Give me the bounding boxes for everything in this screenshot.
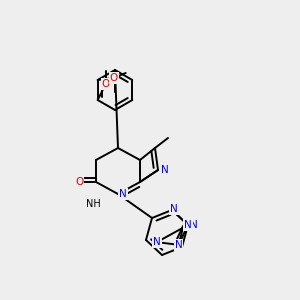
Text: O: O xyxy=(102,79,110,89)
Text: N: N xyxy=(119,189,127,199)
Text: N: N xyxy=(184,220,192,230)
Text: N: N xyxy=(190,220,198,230)
Text: N: N xyxy=(170,204,178,214)
Text: O: O xyxy=(75,177,83,187)
Text: N: N xyxy=(153,237,161,247)
Text: N: N xyxy=(175,240,183,250)
Text: N: N xyxy=(161,165,169,175)
Text: O: O xyxy=(110,73,118,83)
Text: NH: NH xyxy=(85,199,100,209)
